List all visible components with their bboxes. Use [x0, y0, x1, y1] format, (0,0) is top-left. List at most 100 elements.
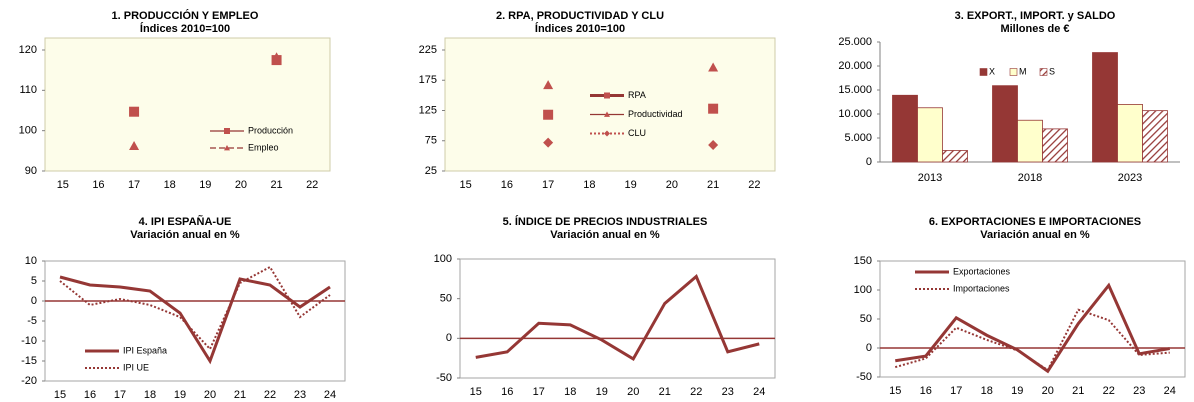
chart-subtitle: Índices 2010=100: [140, 22, 230, 35]
y-tick-label: 10: [25, 255, 37, 267]
x-tick-label: 24: [324, 389, 336, 401]
x-tick-label: 19: [596, 386, 608, 398]
x-tick-label: 16: [501, 179, 513, 191]
x-tick-label: 19: [174, 389, 186, 401]
x-tick-label: 18: [144, 389, 156, 401]
x-tick-label: 19: [625, 179, 637, 191]
x-tick-label: 21: [1072, 385, 1084, 397]
x-tick-label: 20: [1042, 385, 1054, 397]
series-line: [59, 275, 331, 365]
legend-label: Importaciones: [953, 283, 1010, 293]
chart-title: 1. PRODUCCIÓN Y EMPLEO: [112, 9, 259, 22]
legend-label: IPI España: [123, 345, 167, 355]
y-tick-label: -15: [21, 355, 37, 367]
series-line: [475, 273, 760, 362]
y-tick-label: 100: [854, 284, 872, 296]
bar: [1042, 128, 1068, 163]
data-point: [543, 137, 554, 148]
x-tick-label: 20: [235, 179, 247, 191]
bar: [1142, 110, 1168, 163]
legend-label: IPI UE: [123, 362, 149, 372]
y-tick-label: 0: [31, 295, 37, 307]
legend-label: M: [1019, 66, 1027, 76]
legend-swatch: [1009, 68, 1018, 76]
bar: [1017, 119, 1043, 163]
y-tick-label: 25.000: [838, 36, 872, 48]
legend-marker: [224, 145, 230, 151]
plot-area: [44, 260, 346, 382]
data-point: [543, 109, 554, 120]
x-tick-label: 23: [294, 389, 306, 401]
x-tick-label: 18: [164, 179, 176, 191]
x-tick-label: 22: [748, 179, 760, 191]
data-point: [129, 140, 140, 150]
legend-label: X: [989, 66, 995, 76]
legend-marker: [224, 128, 230, 134]
y-tick-label: 125: [419, 104, 437, 116]
x-tick-label: 23: [1133, 385, 1145, 397]
legend-marker: [604, 111, 610, 117]
chart-subtitle: Millones de €: [1000, 23, 1069, 35]
x-tick-label: 16: [501, 386, 513, 398]
legend-label: Producción: [248, 125, 293, 135]
data-point: [708, 62, 719, 72]
x-tick-label: 17: [533, 386, 545, 398]
bar: [917, 107, 943, 163]
y-tick-label: -50: [436, 372, 452, 384]
chart-subtitle: Índices 2010=100: [535, 22, 625, 35]
x-tick-label: 22: [690, 386, 702, 398]
x-tick-label: 18: [583, 179, 595, 191]
y-tick-label: 20.000: [838, 60, 872, 72]
y-tick-label: 0: [866, 156, 872, 168]
x-tick-label: 21: [270, 179, 282, 191]
x-tick-label: 23: [722, 386, 734, 398]
x-tick-label: 20: [204, 389, 216, 401]
chart-title: 3. EXPORT., IMPORT. y SALDO: [955, 10, 1116, 22]
y-tick-label: 75: [425, 135, 437, 147]
chart-title: 2. RPA, PRODUCTIVIDAD Y CLU: [496, 10, 664, 22]
x-tick-label: 15: [57, 179, 69, 191]
y-tick-label: 10.000: [838, 108, 872, 120]
y-tick-label: 0: [446, 332, 452, 344]
y-tick-label: 120: [19, 44, 37, 56]
x-tick-label: 15: [460, 179, 472, 191]
chart-subtitle: Variación anual en %: [550, 229, 660, 241]
x-tick-label: 17: [950, 385, 962, 397]
series-line: [895, 282, 1171, 374]
y-tick-label: 150: [854, 255, 872, 267]
bar: [892, 94, 918, 163]
x-tick-label: 15: [54, 389, 66, 401]
plot-area: [459, 258, 776, 379]
y-tick-label: -10: [21, 335, 37, 347]
bar: [992, 85, 1018, 163]
data-point: [543, 80, 554, 90]
series-line: [59, 265, 331, 351]
plot-area: [444, 37, 776, 172]
chart-subtitle: Variación anual en %: [980, 229, 1090, 241]
y-tick-label: 225: [419, 44, 437, 56]
x-tick-label: 2013: [918, 172, 942, 184]
legend-label: Empleo: [248, 142, 279, 152]
y-tick-label: -50: [856, 371, 872, 383]
y-tick-label: 0: [866, 342, 872, 354]
y-tick-label: 100: [19, 125, 37, 137]
legend-label: CLU: [628, 128, 646, 138]
x-tick-label: 15: [470, 386, 482, 398]
plot-area: [44, 37, 331, 172]
y-tick-label: 15.000: [838, 84, 872, 96]
legend-marker: [604, 130, 610, 137]
y-tick-label: 25: [425, 165, 437, 177]
legend-label: Productividad: [628, 109, 683, 119]
y-tick-label: 90: [25, 165, 37, 177]
x-tick-label: 15: [889, 385, 901, 397]
x-tick-label: 17: [128, 179, 140, 191]
legend-label: Exportaciones: [953, 266, 1011, 276]
chart-title: 6. EXPORTACIONES E IMPORTACIONES: [929, 216, 1141, 228]
legend-label: RPA: [628, 90, 646, 100]
y-tick-label: 100: [434, 253, 452, 265]
y-tick-label: 50: [860, 313, 872, 325]
x-tick-label: 17: [542, 179, 554, 191]
bar: [1117, 104, 1143, 163]
y-tick-label: -20: [21, 375, 37, 387]
data-point: [708, 139, 719, 150]
